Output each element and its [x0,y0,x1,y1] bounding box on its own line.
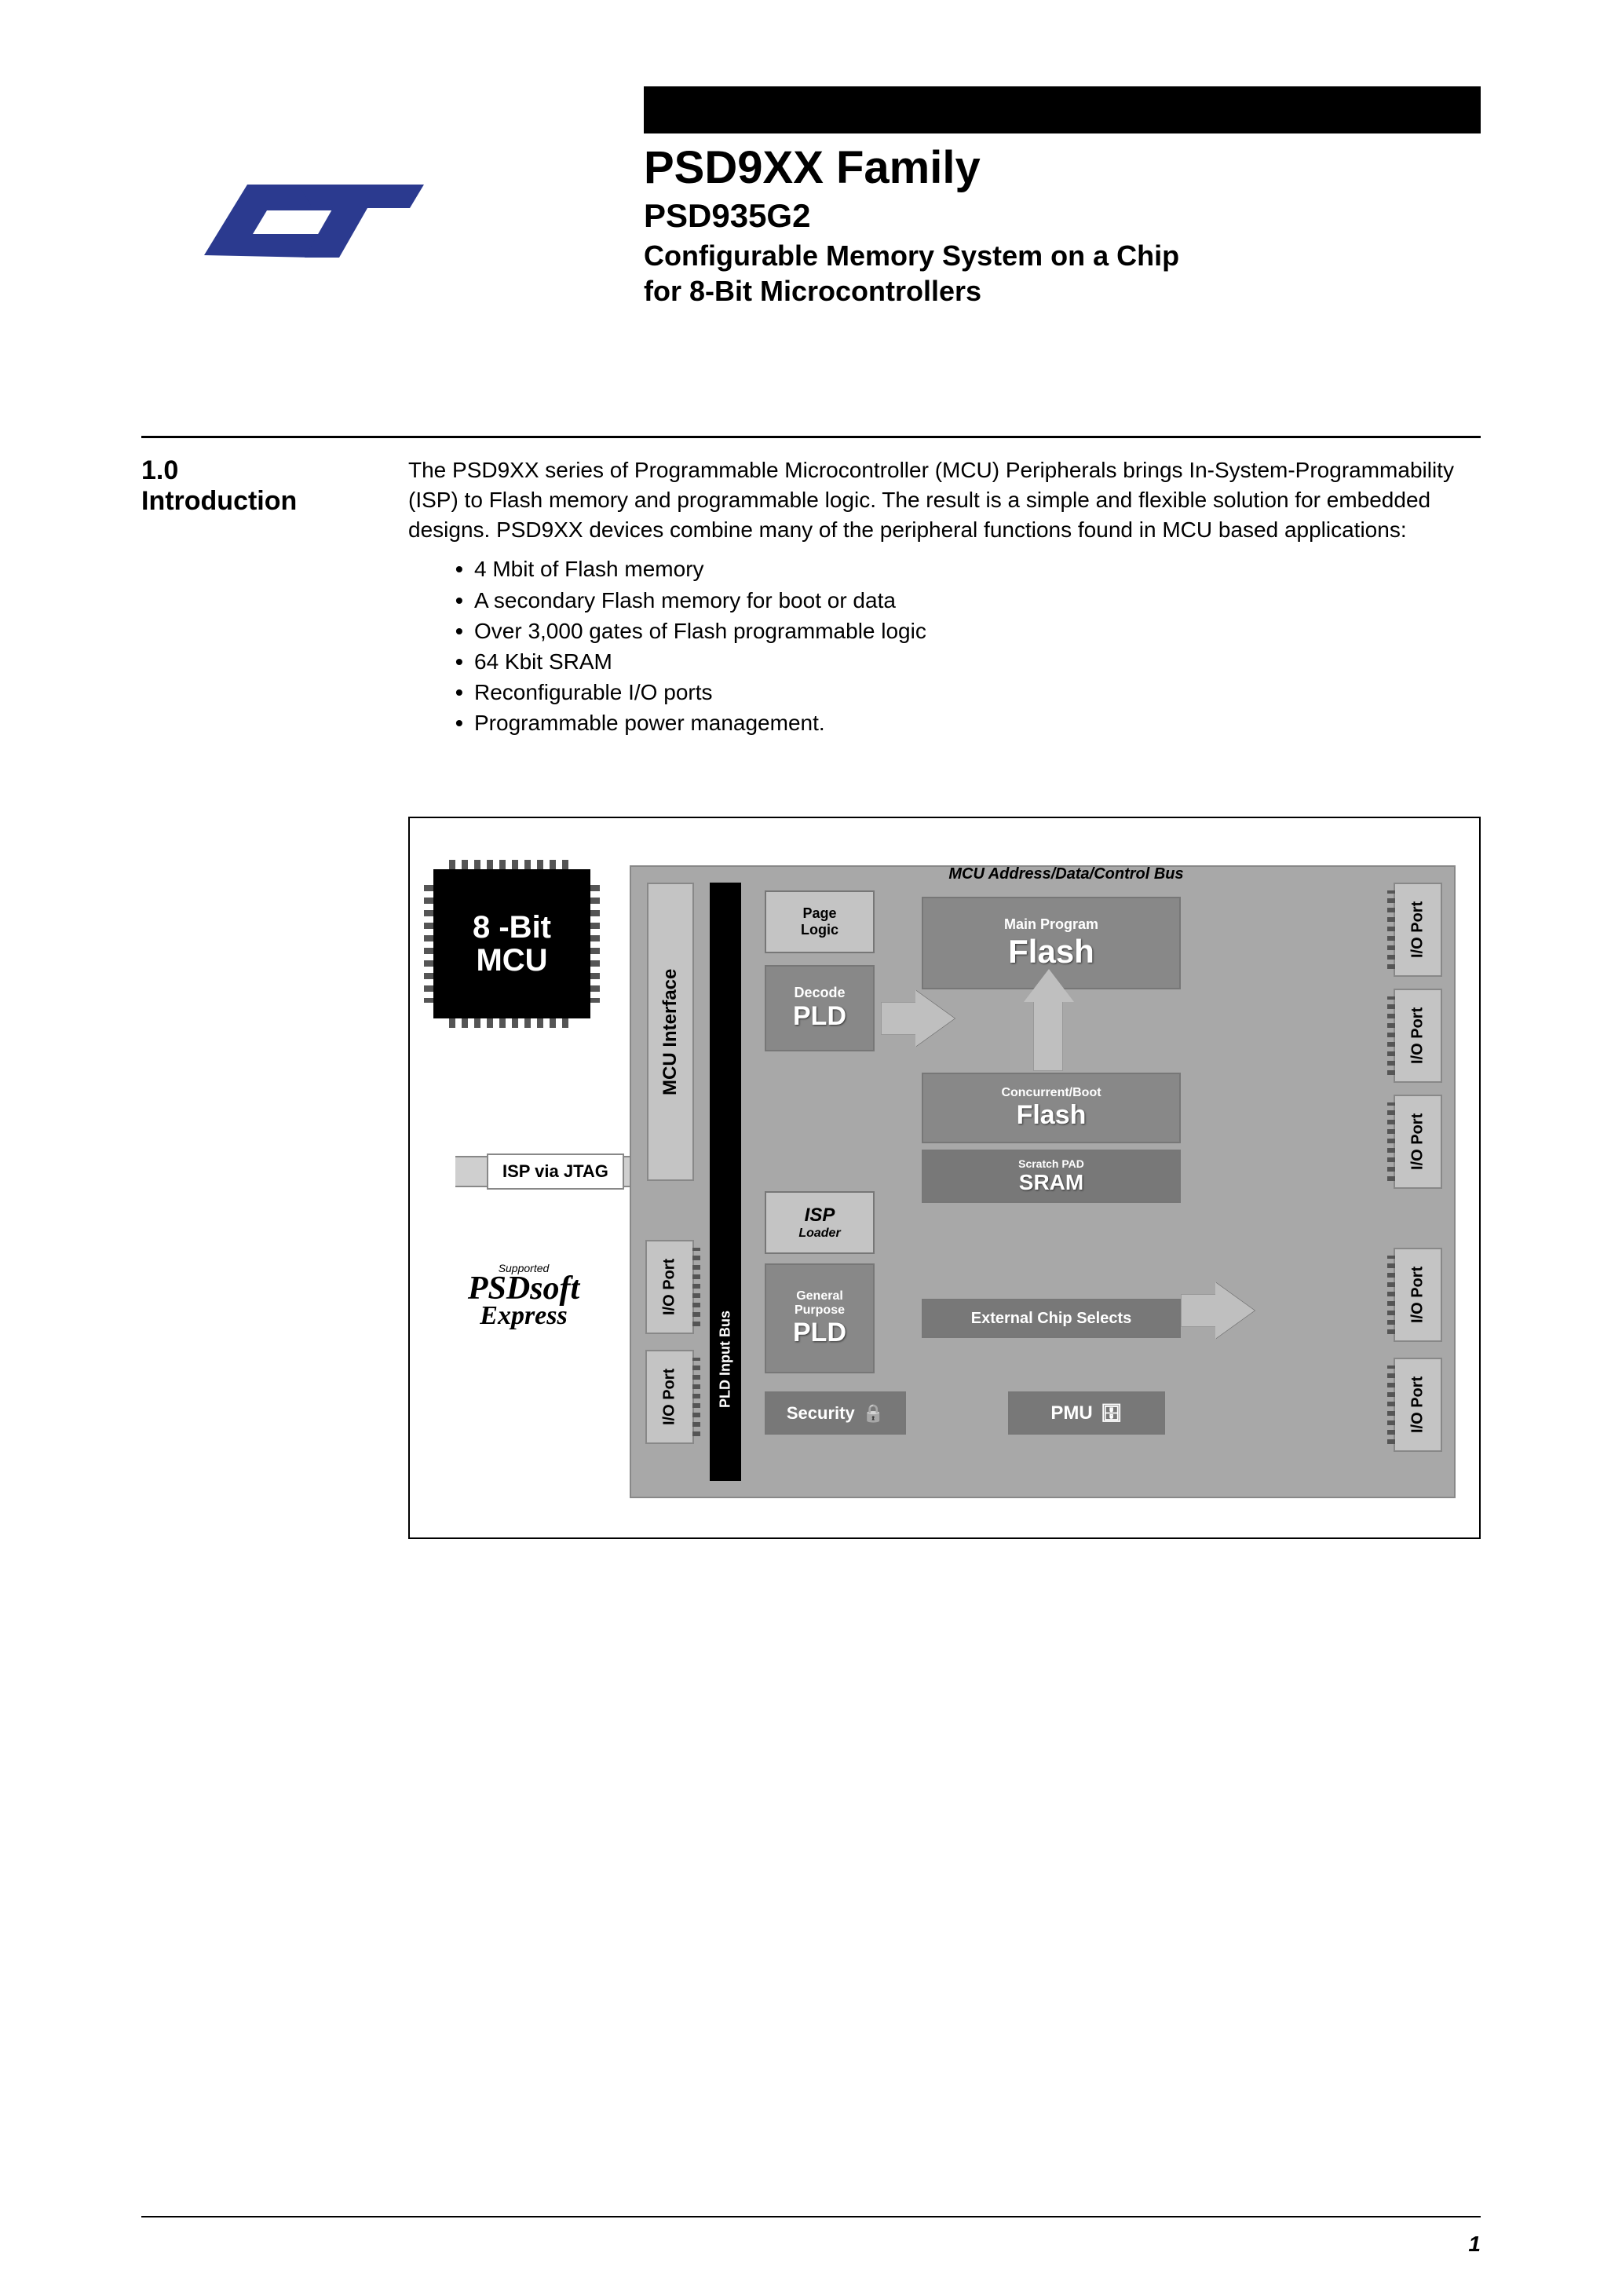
title-block: PSD9XX Family PSD935G2 Configurable Memo… [644,141,1481,309]
bullet-item: Programmable power management. [455,707,1481,738]
general-pld-block: General Purpose PLD [765,1263,875,1373]
page-number: 1 [1468,2232,1481,2257]
mcu-label-2: MCU [476,944,547,977]
bullet-list: 4 Mbit of Flash memory A secondary Flash… [455,554,1481,738]
arrow-icon [915,990,955,1047]
isp-jtag-label: ISP via JTAG [487,1153,624,1190]
mcu-chip: 8 -Bit MCU [433,869,590,1018]
horizontal-rule [141,436,1481,438]
security-block: Security [765,1391,906,1435]
boot-flash-block: Concurrent/Boot Flash [922,1073,1181,1143]
supported-script-1: PSDsoft [441,1274,606,1304]
pld-input-bus-label: PLD Input Bus [710,1241,741,1477]
ext-chip-select-block: External Chip Selects [922,1299,1181,1338]
io-port-block: I/O Port [645,1350,694,1444]
bullet-item: Reconfigurable I/O ports [455,677,1481,707]
section-title: Introduction [141,486,361,517]
bullet-item: 4 Mbit of Flash memory [455,554,1481,584]
section-intro: 1.0 Introduction The PSD9XX series of Pr… [141,455,1481,739]
mcu-label-1: 8 -Bit [473,911,551,944]
arrow-shaft [881,1002,919,1035]
arrow-shaft [1033,1000,1063,1071]
page-logic-block: Page Logic [765,890,875,953]
section-body: The PSD9XX series of Programmable Microc… [408,455,1481,739]
lock-icon [863,1403,884,1424]
sram-block: Scratch PAD SRAM [922,1150,1181,1203]
arrow-shaft [1181,1294,1218,1327]
title-subtitle-2: for 8-Bit Microcontrollers [644,273,1481,309]
io-port-block: I/O Port [1394,1248,1442,1342]
io-port-block: I/O Port [1394,1358,1442,1452]
bus-label: MCU Address/Data/Control Bus [757,865,1375,883]
bullet-item: 64 Kbit SRAM [455,646,1481,677]
decode-pld-block: Decode PLD [765,965,875,1051]
title-subtitle-1: Configurable Memory System on a Chip [644,238,1481,273]
io-port-block: I/O Port [1394,989,1442,1083]
arrow-icon [1215,1282,1255,1339]
io-port-block: I/O Port [1394,1095,1442,1189]
pmu-icon [1101,1402,1123,1424]
header-black-bar [644,86,1481,133]
footer-rule [141,2216,1481,2217]
io-port-block: I/O Port [645,1240,694,1334]
mcu-interface-block: MCU Interface [647,883,694,1181]
st-logo [188,165,440,279]
io-port-block: I/O Port [1394,883,1442,977]
bullet-item: Over 3,000 gates of Flash programmable l… [455,616,1481,646]
title-part: PSD935G2 [644,197,1481,235]
section-heading: 1.0 Introduction [141,455,361,739]
pmu-block: PMU [1008,1391,1165,1435]
supported-script-2: Express [441,1304,606,1329]
arrow-icon [1024,969,1074,1002]
page: PSD9XX Family PSD935G2 Configurable Memo… [0,0,1622,2296]
supported-badge: Supported PSDsoft Express [441,1262,606,1328]
psd-chip-outline: MCU Address/Data/Control Bus MCU Interfa… [630,865,1456,1498]
bullet-item: A secondary Flash memory for boot or dat… [455,585,1481,616]
title-family: PSD9XX Family [644,141,1481,194]
isp-loader-block: ISP Loader [765,1191,875,1254]
block-diagram: 8 -Bit MCU ISP via JTAG Supported PSDsof… [408,817,1481,1539]
section-number: 1.0 [141,455,361,486]
section-paragraph: The PSD9XX series of Programmable Microc… [408,455,1481,544]
